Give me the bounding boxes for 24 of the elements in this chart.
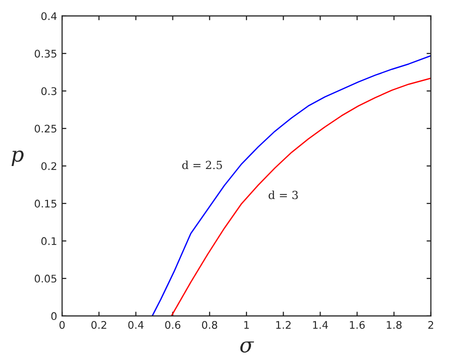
x-tick-label: 2 <box>428 320 434 329</box>
x-tick-label: 0.6 <box>165 320 180 329</box>
y-tick-label: 0.25 <box>34 124 56 133</box>
x-tick-label: 0.4 <box>128 320 144 329</box>
x-tick-label: 0.8 <box>202 320 218 329</box>
y-tick-label: 0.2 <box>41 162 56 170</box>
y-tick-label: 0.4 <box>41 12 57 20</box>
y-tick-label: 0.15 <box>34 200 56 208</box>
x-tick-label: 1 <box>244 321 249 329</box>
y-tick-label: 0.3 <box>41 87 56 96</box>
x-axis-title: σ <box>240 341 254 353</box>
annotation: d = 2.5 <box>182 160 222 170</box>
x-tick-label: 1.8 <box>386 320 402 329</box>
y-axis-title: p <box>12 150 24 166</box>
x-tick-label: 0 <box>59 320 65 329</box>
y-tick-label: 0 <box>51 312 57 320</box>
y-tick-label: 0.05 <box>34 274 56 283</box>
x-tick-label: 1.6 <box>350 320 365 329</box>
x-tick-label: 1.2 <box>276 320 291 329</box>
y-tick-label: 0.1 <box>41 237 56 246</box>
x-tick-label: 1.4 <box>313 321 328 329</box>
x-tick-label: 0.2 <box>91 320 106 329</box>
annotation: d = 3 <box>268 190 298 200</box>
y-tick-label: 0.35 <box>34 50 56 58</box>
